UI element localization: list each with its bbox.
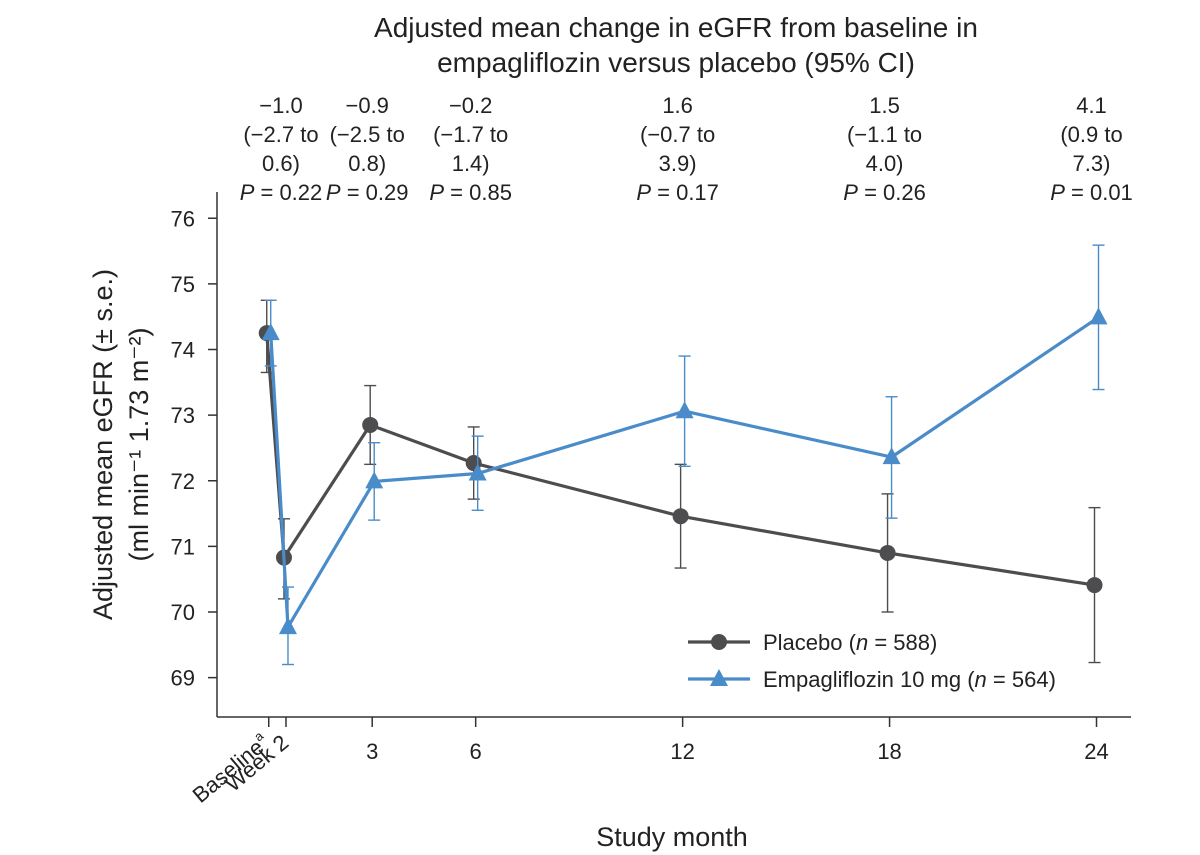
annotation-5-p-value: P = 0.26 [843, 180, 926, 205]
x-tick-label-24: 24 [1084, 739, 1108, 764]
legend-n-value: = 564) [987, 667, 1056, 692]
p-value: = 0.85 [444, 180, 512, 205]
data-point-marker [672, 508, 689, 525]
data-point-marker [1086, 577, 1103, 594]
y-tick-label-73: 73 [171, 403, 195, 428]
p-label: P [1050, 180, 1065, 205]
legend-name: Placebo ( [763, 630, 857, 655]
p-value: = 0.17 [651, 180, 719, 205]
data-point-marker [879, 544, 896, 561]
x-tick-label-3: 3 [366, 739, 378, 764]
legend-marker-circle [711, 634, 727, 650]
data-point-marker [278, 617, 297, 635]
annotation-3-line-2: (−1.7 to [433, 122, 508, 147]
x-axis-label: Study month [596, 822, 748, 852]
p-label: P [636, 180, 651, 205]
annotation-2-p-value: P = 0.29 [326, 180, 409, 205]
annotation-4-line-2: (−0.7 to [640, 122, 715, 147]
y-tick-label-76: 76 [171, 206, 195, 231]
p-label: P [843, 180, 858, 205]
p-label: P [429, 180, 444, 205]
annotation-6-line-3: 7.3) [1073, 151, 1111, 176]
annotation-1-line-3: 0.6) [262, 151, 300, 176]
y-tick-label-70: 70 [171, 600, 195, 625]
annotation-3-line-1: −0.2 [449, 93, 492, 118]
legend-name: Empagliflozin 10 mg ( [763, 667, 975, 692]
legend: Placebo (n = 588)Empagliflozin 10 mg (n … [688, 630, 1056, 692]
y-axis-label-line-1: Adjusted mean eGFR (± s.e.) [88, 269, 118, 620]
legend-marker-triangle [710, 669, 728, 686]
series-empagliflozin [261, 244, 1108, 666]
data-point-marker [675, 401, 694, 419]
legend-n-value: = 588) [868, 630, 937, 655]
y-axis-label: Adjusted mean eGFR (± s.e.) (ml min⁻¹ 1.7… [88, 269, 154, 620]
annotation-2-line-3: 0.8) [348, 151, 386, 176]
p-value: = 0.29 [341, 180, 409, 205]
chart-title-line-2: empagliflozin versus placebo (95% CI) [437, 47, 915, 78]
annotation-4-line-3: 3.9) [659, 151, 697, 176]
annotation-3-p-value: P = 0.85 [429, 180, 512, 205]
annotation-4-p-value: P = 0.17 [636, 180, 719, 205]
legend-n-label: n [856, 630, 868, 655]
data-point-marker [468, 463, 487, 481]
annotation-1-line-2: (−2.7 to [243, 122, 318, 147]
annotation-4-line-1: 1.6 [662, 93, 693, 118]
x-tick-label-12: 12 [670, 739, 694, 764]
y-tick-label-71: 71 [171, 534, 195, 559]
p-value: = 0.01 [1065, 180, 1133, 205]
annotation-5-line-2: (−1.1 to [847, 122, 922, 147]
y-tick-label-74: 74 [171, 338, 195, 363]
p-value: = 0.22 [254, 180, 322, 205]
annotation-2-line-1: −0.9 [345, 93, 388, 118]
chart-title-line-1: Adjusted mean change in eGFR from baseli… [374, 12, 978, 43]
data-point-marker [362, 416, 379, 433]
annotation-6-line-2: (0.9 to [1060, 122, 1122, 147]
annotation-2-line-2: (−2.5 to [330, 122, 405, 147]
p-value: = 0.26 [858, 180, 926, 205]
p-label: P [326, 180, 341, 205]
annotation-5-line-1: 1.5 [869, 93, 900, 118]
annotation-1-line-1: −1.0 [259, 93, 302, 118]
legend-label-placebo: Placebo (n = 588) [763, 630, 937, 655]
legend-label-empagliflozin: Empagliflozin 10 mg (n = 564) [763, 667, 1056, 692]
data-point-marker [261, 323, 280, 341]
y-tick-label-69: 69 [171, 666, 195, 691]
data-point-marker [1089, 307, 1108, 325]
x-tick-label-18: 18 [877, 739, 901, 764]
legend-n-label: n [975, 667, 987, 692]
y-tick-label-72: 72 [171, 469, 195, 494]
x-tick-label-6: 6 [470, 739, 482, 764]
annotation-1-p-value: P = 0.22 [240, 180, 323, 205]
y-tick-label-75: 75 [171, 272, 195, 297]
annotation-6-p-value: P = 0.01 [1050, 180, 1133, 205]
annotation-3-line-3: 1.4) [452, 151, 490, 176]
data-point-marker [882, 447, 901, 465]
y-axis-label-line-2: (ml min⁻¹ 1.73 m⁻²) [124, 327, 154, 561]
data-point-marker [365, 471, 384, 489]
p-label: P [240, 180, 255, 205]
annotation-5-line-3: 4.0) [866, 151, 904, 176]
annotation-6-line-1: 4.1 [1076, 93, 1107, 118]
